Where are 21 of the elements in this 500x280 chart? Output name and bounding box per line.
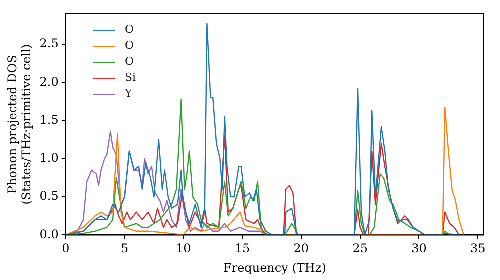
y-tick-label: 2.0 (40, 74, 59, 89)
y-tick-label: 2.5 (40, 36, 59, 51)
y-tick-label: 0.5 (40, 189, 59, 204)
y-tick-label: 1.5 (40, 112, 59, 127)
x-axis-title: Frequency (THz) (224, 260, 326, 275)
legend-label: O (125, 38, 134, 54)
x-tick-label: 30 (412, 242, 427, 256)
legend-label: Y (125, 86, 132, 102)
x-tick-label: 35 (470, 242, 486, 256)
legend-label: O (125, 54, 134, 70)
x-tick-label: 10 (176, 242, 192, 256)
y-axis-title: Phonon projected DOS (States/THz·primitive cell) (5, 44, 34, 205)
legend-label: Si (125, 70, 136, 86)
x-tick-label: 25 (352, 242, 368, 256)
x-tick-label: 5 (120, 242, 129, 256)
x-tick-label: 20 (294, 242, 310, 256)
legend-label: O (125, 22, 134, 38)
x-tick-label: 0 (62, 242, 70, 256)
y-tick-label: 0.0 (40, 227, 59, 242)
y-tick-label: 1.0 (40, 151, 59, 166)
x-tick-label: 15 (234, 242, 250, 256)
